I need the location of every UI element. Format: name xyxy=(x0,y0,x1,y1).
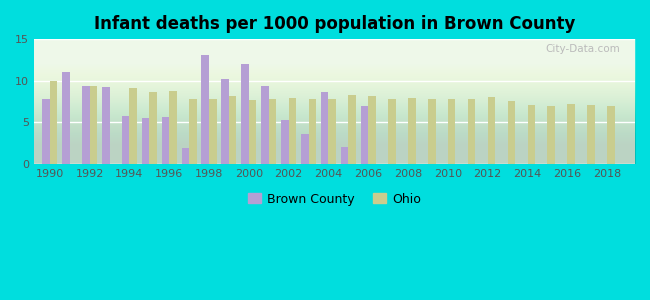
Bar xyxy=(587,105,595,164)
Title: Infant deaths per 1000 population in Brown County: Infant deaths per 1000 population in Bro… xyxy=(94,15,575,33)
Bar xyxy=(488,97,495,164)
Bar xyxy=(281,120,289,164)
Legend: Brown County, Ohio: Brown County, Ohio xyxy=(243,188,426,211)
Bar xyxy=(229,97,237,164)
Bar xyxy=(209,99,216,164)
Bar xyxy=(528,105,535,164)
Bar xyxy=(122,116,129,164)
Bar xyxy=(408,98,415,164)
Bar xyxy=(50,81,57,164)
Bar xyxy=(328,99,336,164)
Bar xyxy=(142,118,150,164)
Bar xyxy=(341,148,348,164)
Bar xyxy=(369,96,376,164)
Bar xyxy=(249,100,256,164)
Bar xyxy=(189,99,197,164)
Bar xyxy=(102,87,109,164)
Bar xyxy=(289,98,296,164)
Bar xyxy=(321,92,328,164)
Bar xyxy=(468,99,475,164)
Bar xyxy=(169,92,177,164)
Bar xyxy=(150,92,157,164)
Bar xyxy=(348,95,356,164)
Bar xyxy=(129,88,137,164)
Bar xyxy=(42,99,50,164)
Bar xyxy=(301,134,309,164)
Bar xyxy=(62,72,70,164)
Bar xyxy=(222,79,229,164)
Bar xyxy=(567,104,575,164)
Bar xyxy=(90,86,97,164)
Bar xyxy=(428,99,436,164)
Bar xyxy=(261,85,268,164)
Bar xyxy=(202,56,209,164)
Bar xyxy=(607,106,615,164)
Bar xyxy=(162,117,169,164)
Bar xyxy=(388,99,396,164)
Bar xyxy=(268,99,276,164)
Bar xyxy=(241,64,249,164)
Bar xyxy=(361,106,369,164)
Bar xyxy=(508,101,515,164)
Bar xyxy=(82,86,90,164)
Text: City-Data.com: City-Data.com xyxy=(545,44,620,54)
Bar xyxy=(309,99,316,164)
Bar xyxy=(547,106,555,164)
Bar xyxy=(181,148,189,164)
Bar xyxy=(448,99,456,164)
